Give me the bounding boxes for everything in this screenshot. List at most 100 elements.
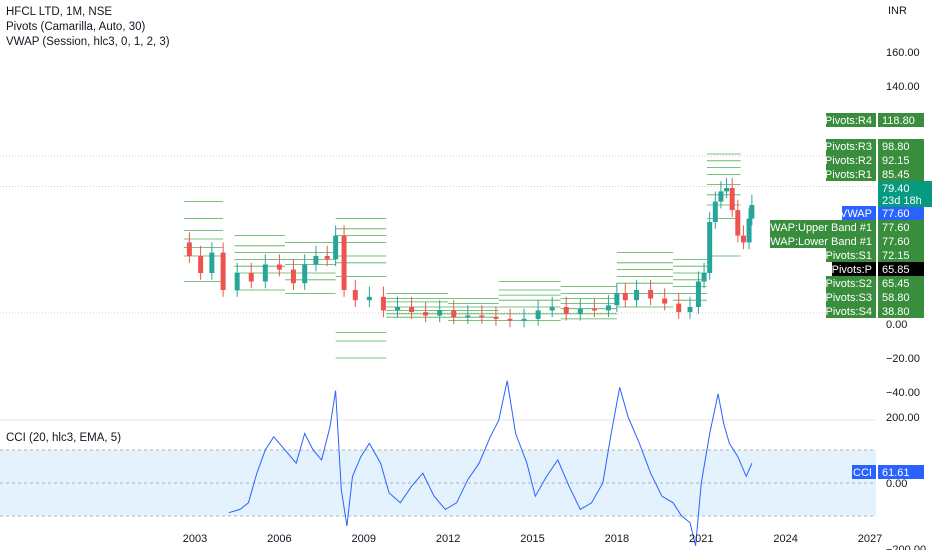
price-candle xyxy=(313,256,319,265)
time-tick-label: 2003 xyxy=(183,533,207,545)
price-candle xyxy=(262,264,268,282)
price-candle xyxy=(712,201,718,222)
label-value-bg xyxy=(878,234,924,248)
price-tick-label: 0.00 xyxy=(886,319,907,331)
price-candle xyxy=(276,264,282,270)
price-candle xyxy=(290,269,296,284)
label-name-bg xyxy=(826,290,876,304)
pivot-lines xyxy=(0,153,876,359)
price-candle xyxy=(749,205,755,219)
label-name-bg xyxy=(770,234,876,248)
price-candle xyxy=(198,256,204,273)
label-value: 65.45 xyxy=(882,278,910,290)
price-candle xyxy=(701,273,707,282)
cci-axis: 200.00 0.00 −200.00 xyxy=(886,412,926,550)
label-value-bg xyxy=(878,220,924,234)
cci-line xyxy=(228,380,753,546)
label-value-bg xyxy=(878,465,924,479)
price-candle xyxy=(186,242,192,256)
label-value-bg xyxy=(878,276,924,290)
pivots-indicator-title[interactable]: Pivots (Camarilla, Auto, 30) xyxy=(6,21,146,33)
label-name: Pivots:S4 xyxy=(826,306,872,318)
label-name-bg xyxy=(826,304,876,318)
label-value: 118.80 xyxy=(882,115,915,127)
price-candle xyxy=(535,310,541,319)
label-value-bg xyxy=(878,167,924,181)
time-tick-label: 2021 xyxy=(689,533,713,545)
label-name-bg xyxy=(826,139,876,153)
price-candle xyxy=(591,308,597,311)
price-candle xyxy=(423,312,429,316)
price-candle xyxy=(409,307,415,313)
time-tick-label: 2006 xyxy=(267,533,291,545)
label-name: Pivots:R4 xyxy=(825,115,872,127)
label-value-bg xyxy=(878,304,924,318)
time-tick-label: 2018 xyxy=(605,533,629,545)
price-candle xyxy=(735,210,741,236)
price-tick-label: −40.00 xyxy=(886,387,920,399)
label-name: Pivots:R2 xyxy=(825,155,872,167)
label-name-bg xyxy=(832,262,876,276)
price-candle xyxy=(451,310,457,318)
price-candle xyxy=(614,293,620,306)
label-value: 85.45 xyxy=(882,169,910,181)
label-value: 61.61 xyxy=(882,467,910,479)
price-candle xyxy=(302,264,308,284)
cci-tick-label: 200.00 xyxy=(886,412,920,424)
price-candle xyxy=(718,191,724,202)
label-value-bg xyxy=(878,262,924,276)
price-candle xyxy=(234,273,240,290)
label-value-bg xyxy=(878,153,924,167)
symbol-title[interactable]: HFCL LTD, 1M, NSE xyxy=(6,6,113,18)
price-candle xyxy=(746,218,752,243)
price-candle xyxy=(380,296,386,311)
last-price-bg xyxy=(878,181,932,207)
price-candle xyxy=(341,235,347,290)
label-value-bg xyxy=(878,248,924,262)
price-candle xyxy=(465,315,471,318)
label-value: 65.85 xyxy=(882,264,910,276)
label-value: 77.60 xyxy=(882,236,910,248)
price-tick-label: 140.00 xyxy=(886,81,920,93)
price-candle xyxy=(479,315,485,318)
price-candle xyxy=(395,307,400,311)
price-candle xyxy=(248,273,254,282)
label-value-bg xyxy=(878,290,924,304)
last-price-value: 79.40 xyxy=(882,183,910,195)
price-candle xyxy=(729,188,735,211)
label-name-bg xyxy=(826,167,876,181)
label-name: Pivots:S2 xyxy=(826,278,872,290)
label-value-bg xyxy=(878,139,924,153)
price-candle xyxy=(366,296,372,301)
label-name: Pivots:R3 xyxy=(825,141,872,153)
label-name: Pivots:P xyxy=(832,264,872,276)
label-name: VWAP xyxy=(840,208,872,220)
price-candle xyxy=(695,281,701,307)
price-candle xyxy=(634,290,640,301)
label-value-bg xyxy=(878,206,924,220)
price-candle xyxy=(622,293,628,301)
price-candle xyxy=(740,235,746,243)
cci-panel xyxy=(0,380,876,546)
cci-tick-label: −200.00 xyxy=(886,544,926,550)
axis-labels: Pivots:R4 118.80 Pivots:R3 98.80 Pivots:R2 92… xyxy=(763,113,932,479)
label-value-bg xyxy=(878,113,924,127)
price-candle xyxy=(493,317,499,319)
cci-tick-label: 0.00 xyxy=(886,478,907,490)
time-tick-label: 2012 xyxy=(436,533,460,545)
price-candle xyxy=(707,222,713,273)
price-candle xyxy=(724,188,730,192)
price-candle xyxy=(577,308,583,314)
label-name: Pivots:R1 xyxy=(825,169,872,181)
time-tick-label: 2024 xyxy=(773,533,797,545)
label-name: Pivots:S3 xyxy=(826,292,872,304)
price-candle xyxy=(209,252,215,273)
label-name-bg xyxy=(826,113,876,127)
price-tick-label: 160.00 xyxy=(886,47,920,59)
price-candle xyxy=(563,307,569,314)
cci-indicator-title[interactable]: CCI (20, hlc3, EMA, 5) xyxy=(6,432,122,444)
last-price-countdown: 23d 18h xyxy=(882,195,922,207)
vwap-indicator-title[interactable]: VWAP (Session, hlc3, 0, 1, 2, 3) xyxy=(6,36,170,48)
label-name-bg xyxy=(826,276,876,290)
